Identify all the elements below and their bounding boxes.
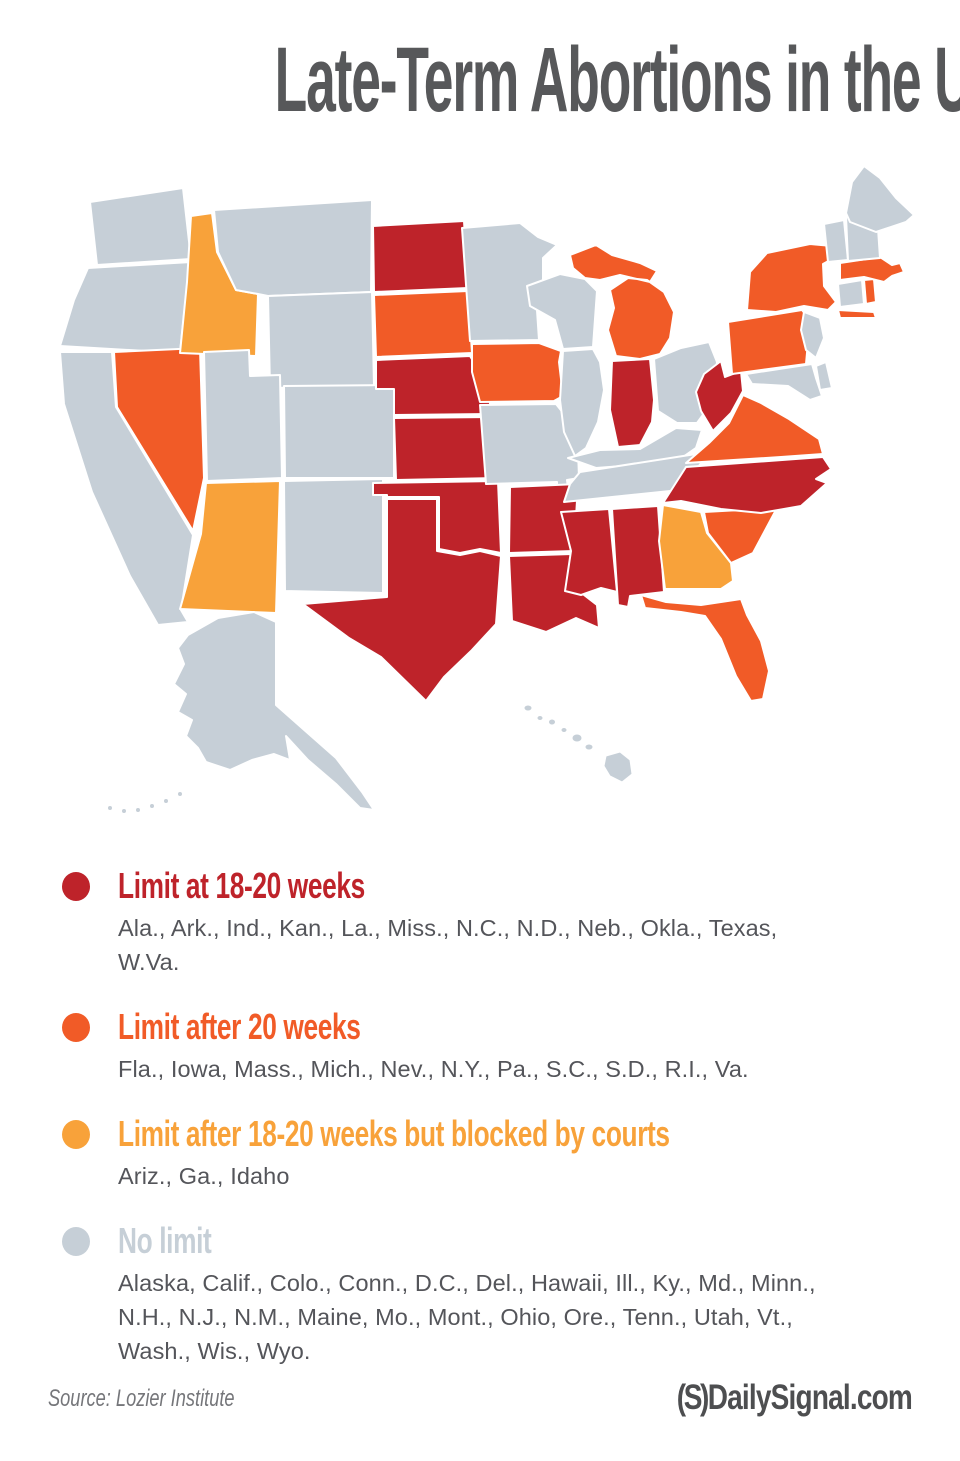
page-header: Late-Term Abortions in the U.S. (0, 34, 960, 126)
state-il (559, 348, 605, 457)
legend-label-limit-after-20: Limit after 20 weeks (118, 1006, 361, 1047)
legend-item-limit-after-20: Limit after 20 weeks Fla., Iowa, Mass., … (62, 1009, 842, 1086)
state-ok (372, 480, 502, 554)
state-mn (461, 222, 558, 342)
legend-states-limit-after-20: Fla., Iowa, Mass., Mich., Nev., N.Y., Pa… (118, 1056, 749, 1082)
alaska-aleutian-islands (107, 791, 183, 814)
legend-states-no-limit: Alaska, Calif., Colo., Conn., D.C., Del.… (118, 1270, 816, 1364)
dailysignal-logo-mark: (S) (676, 1378, 710, 1417)
legend-dot-no-limit (62, 1226, 90, 1256)
legend-label-limit-18-20: Limit at 18-20 weeks (118, 865, 365, 906)
legend-item-blocked-by-courts: Limit after 18-20 weeks but blocked by c… (62, 1116, 842, 1193)
state-tx (302, 498, 502, 702)
state-or (59, 261, 192, 354)
state-sd (373, 290, 473, 358)
state-nc (662, 456, 832, 514)
state-al (611, 505, 665, 608)
state-wi (526, 273, 598, 350)
state-ma (839, 256, 905, 283)
state-nj (800, 311, 825, 359)
state-in (609, 358, 655, 448)
page-title: Late-Term Abortions in the U.S. (274, 29, 960, 131)
state-ms (560, 508, 618, 596)
state-ak (173, 611, 375, 811)
source-attribution: Source: Lozier Institute (48, 1385, 235, 1412)
state-ut (203, 349, 283, 482)
state-pa (727, 309, 811, 375)
legend-dot-limit-after-20 (62, 1012, 90, 1042)
legend-item-limit-18-20: Limit at 18-20 weeks Ala., Ark., Ind., K… (62, 868, 842, 979)
state-de (815, 361, 833, 391)
state-me (845, 165, 915, 233)
legend-states-limit-18-20: Ala., Ark., Ind., Kan., La., Miss., N.C.… (118, 915, 778, 975)
legend-item-no-limit: No limit Alaska, Calif., Colo., Conn., D… (62, 1223, 842, 1368)
state-fl (640, 594, 770, 702)
state-wa (89, 187, 192, 266)
state-mi (569, 244, 675, 360)
state-md (745, 363, 823, 401)
legend-dot-blocked-by-courts (62, 1119, 90, 1149)
state-ca (59, 351, 194, 626)
legend-label-blocked-by-courts: Limit after 18-20 weeks but blocked by c… (118, 1113, 670, 1154)
legend-dot-limit-18-20 (62, 871, 90, 901)
state-vt (823, 219, 849, 263)
state-va (685, 394, 824, 464)
state-ny (746, 243, 877, 319)
state-wv (695, 360, 744, 432)
dailysignal-logo: (S)DailySignal.com (676, 1378, 913, 1418)
state-az (179, 480, 281, 614)
legend-label-no-limit: No limit (118, 1220, 212, 1261)
legend-states-blocked-by-courts: Ariz., Ga., Idaho (118, 1163, 290, 1189)
state-mt (213, 199, 373, 297)
state-co (283, 384, 395, 479)
legend: Limit at 18-20 weeks Ala., Ark., Ind., K… (62, 868, 842, 1398)
state-wy (267, 291, 375, 389)
state-ia (471, 342, 564, 403)
state-hi (523, 704, 633, 783)
state-ri (863, 278, 877, 305)
us-map (59, 165, 915, 814)
state-ct (837, 279, 865, 308)
state-ga (658, 504, 734, 590)
state-nd (372, 220, 469, 293)
dailysignal-logo-text: DailySignal.com (707, 1378, 913, 1417)
state-nm (283, 478, 384, 594)
